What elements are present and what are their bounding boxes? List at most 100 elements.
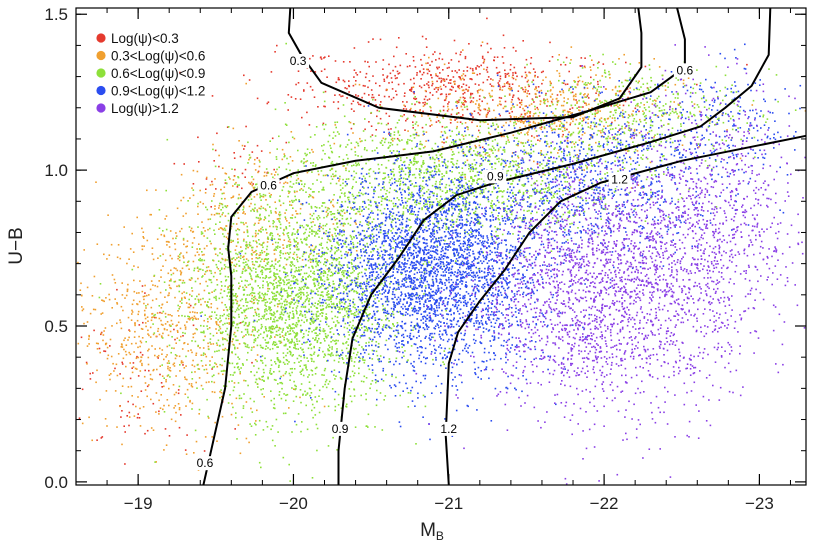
- data-point: [234, 310, 237, 313]
- data-point: [380, 101, 382, 103]
- data-point: [141, 285, 144, 287]
- data-point: [539, 127, 541, 129]
- data-point: [336, 320, 339, 322]
- data-point: [323, 68, 326, 71]
- data-point: [111, 325, 113, 327]
- data-point: [308, 266, 310, 269]
- data-point: [258, 419, 261, 422]
- data-point: [441, 58, 444, 61]
- data-point: [573, 80, 575, 82]
- data-point: [199, 201, 202, 203]
- data-point: [333, 374, 335, 376]
- data-point: [343, 302, 346, 305]
- data-point: [487, 123, 489, 125]
- data-point: [604, 119, 606, 121]
- data-point: [210, 306, 212, 309]
- data-point: [336, 303, 338, 306]
- data-point: [334, 315, 336, 318]
- data-point: [562, 104, 565, 107]
- data-point: [272, 243, 274, 245]
- data-point: [387, 232, 389, 235]
- data-point: [325, 318, 328, 321]
- data-point: [293, 303, 295, 305]
- data-point: [265, 276, 268, 278]
- data-point: [456, 107, 458, 109]
- data-point: [514, 163, 517, 166]
- data-point: [328, 282, 331, 284]
- data-point: [337, 77, 340, 79]
- data-point: [420, 143, 422, 145]
- data-point: [430, 109, 432, 112]
- data-point: [140, 359, 142, 362]
- data-point: [559, 90, 561, 93]
- data-point: [323, 338, 325, 340]
- data-point: [260, 150, 263, 152]
- data-point: [587, 97, 590, 99]
- data-point: [333, 216, 336, 219]
- data-point: [233, 157, 236, 159]
- data-point: [88, 334, 90, 337]
- data-point: [401, 346, 403, 348]
- data-point: [311, 330, 313, 333]
- data-point: [450, 119, 452, 121]
- data-point: [431, 80, 434, 83]
- data-point: [571, 112, 573, 114]
- data-point: [462, 70, 465, 72]
- data-point: [499, 100, 501, 103]
- data-point: [274, 248, 276, 250]
- data-point: [184, 332, 186, 335]
- data-point: [201, 276, 203, 278]
- data-point: [597, 80, 599, 83]
- data-point: [370, 238, 372, 241]
- data-point: [325, 232, 327, 235]
- data-point: [466, 159, 469, 162]
- data-point: [245, 244, 247, 247]
- data-point: [151, 253, 154, 255]
- data-point: [361, 334, 364, 336]
- data-point: [468, 43, 470, 45]
- data-point: [324, 333, 327, 335]
- data-point: [256, 193, 258, 196]
- data-point: [232, 127, 235, 130]
- data-point: [358, 372, 360, 375]
- data-point: [141, 364, 143, 367]
- data-point: [232, 295, 235, 297]
- data-point: [161, 349, 164, 351]
- data-point: [248, 323, 250, 326]
- data-point: [337, 339, 339, 342]
- data-point: [562, 109, 565, 112]
- data-point: [358, 367, 360, 370]
- data-point: [419, 277, 421, 280]
- data-point: [318, 286, 321, 289]
- data-point: [273, 403, 276, 406]
- data-point: [335, 324, 337, 326]
- data-point: [367, 208, 370, 210]
- data-point: [185, 302, 188, 304]
- data-point: [128, 424, 130, 427]
- data-point: [390, 128, 392, 130]
- data-point: [595, 98, 597, 101]
- data-point: [347, 251, 349, 254]
- data-point: [258, 207, 261, 210]
- data-point: [304, 300, 306, 303]
- data-point: [459, 121, 462, 123]
- data-point: [273, 341, 275, 343]
- data-point: [201, 258, 203, 261]
- data-point: [578, 139, 581, 141]
- data-point: [243, 309, 245, 312]
- data-point: [271, 347, 274, 350]
- data-point: [387, 122, 389, 125]
- data-point: [282, 252, 284, 255]
- data-point: [335, 228, 337, 231]
- data-point: [426, 83, 428, 85]
- data-point: [474, 83, 477, 85]
- data-point: [629, 157, 632, 160]
- data-point: [334, 340, 336, 342]
- data-point: [137, 356, 140, 359]
- data-point: [382, 244, 385, 247]
- data-point: [329, 275, 332, 277]
- data-point: [307, 276, 309, 278]
- data-point: [276, 273, 279, 275]
- data-point: [294, 384, 296, 387]
- data-point: [556, 94, 559, 96]
